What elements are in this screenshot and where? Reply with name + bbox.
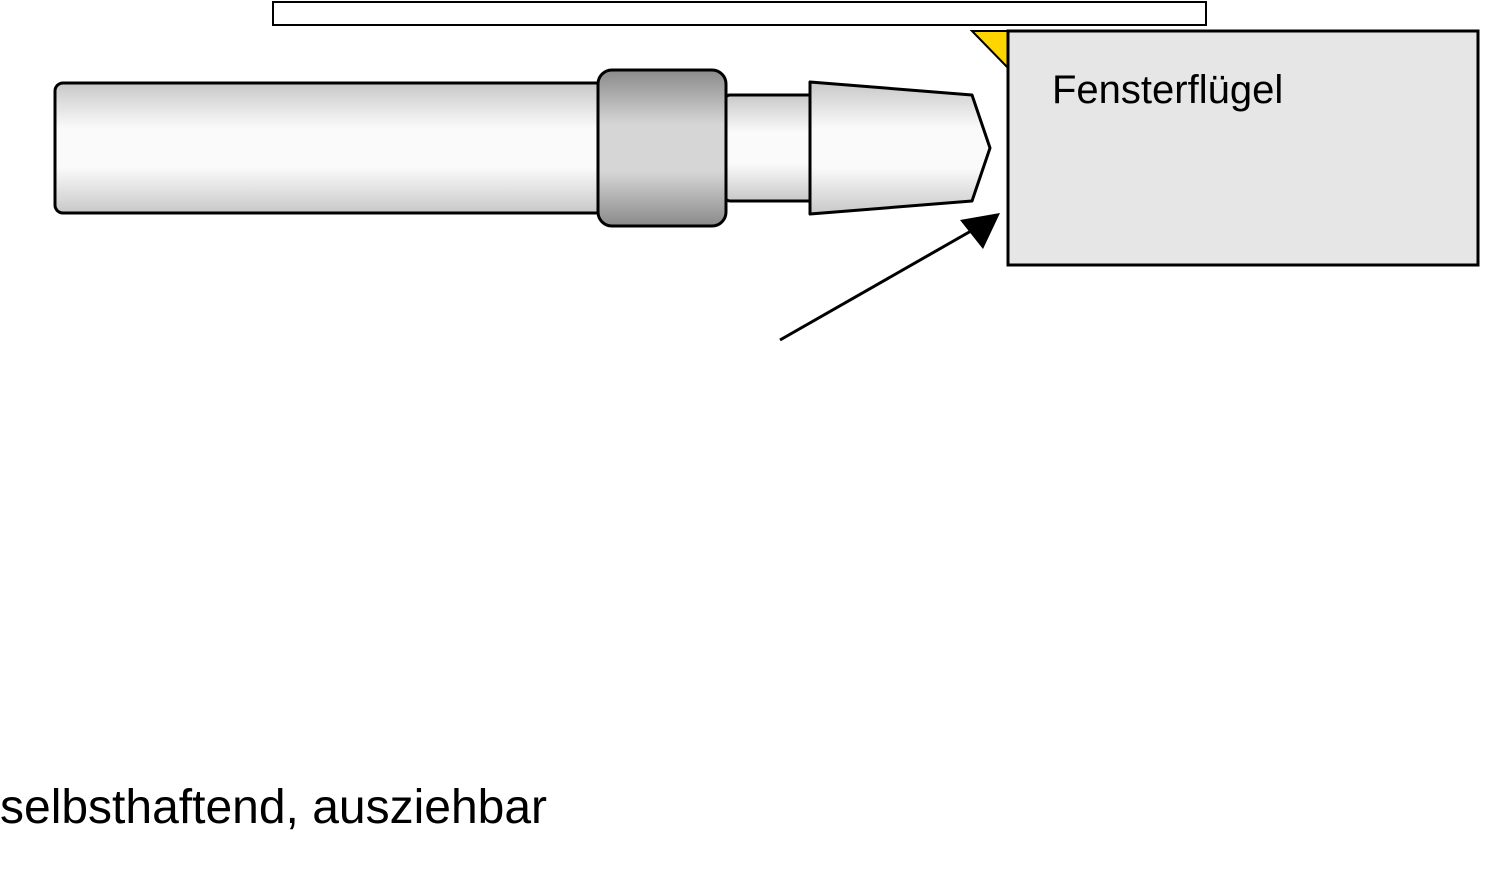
window-sash-box	[1008, 31, 1478, 265]
window-sash-label: Fensterflügel	[1052, 68, 1283, 113]
top-bar	[273, 2, 1206, 25]
tube-outer	[55, 83, 630, 213]
yellow-wedge	[972, 31, 1010, 70]
caption-text: selbsthaftend, ausziehbar	[0, 780, 547, 835]
pointer-arrow-line	[780, 227, 978, 340]
pointer-arrow-head-icon	[960, 213, 1000, 249]
tube-collar	[598, 70, 726, 226]
tube-tip	[810, 82, 990, 214]
tube-mid	[724, 95, 814, 201]
technical-diagram	[0, 0, 1487, 869]
